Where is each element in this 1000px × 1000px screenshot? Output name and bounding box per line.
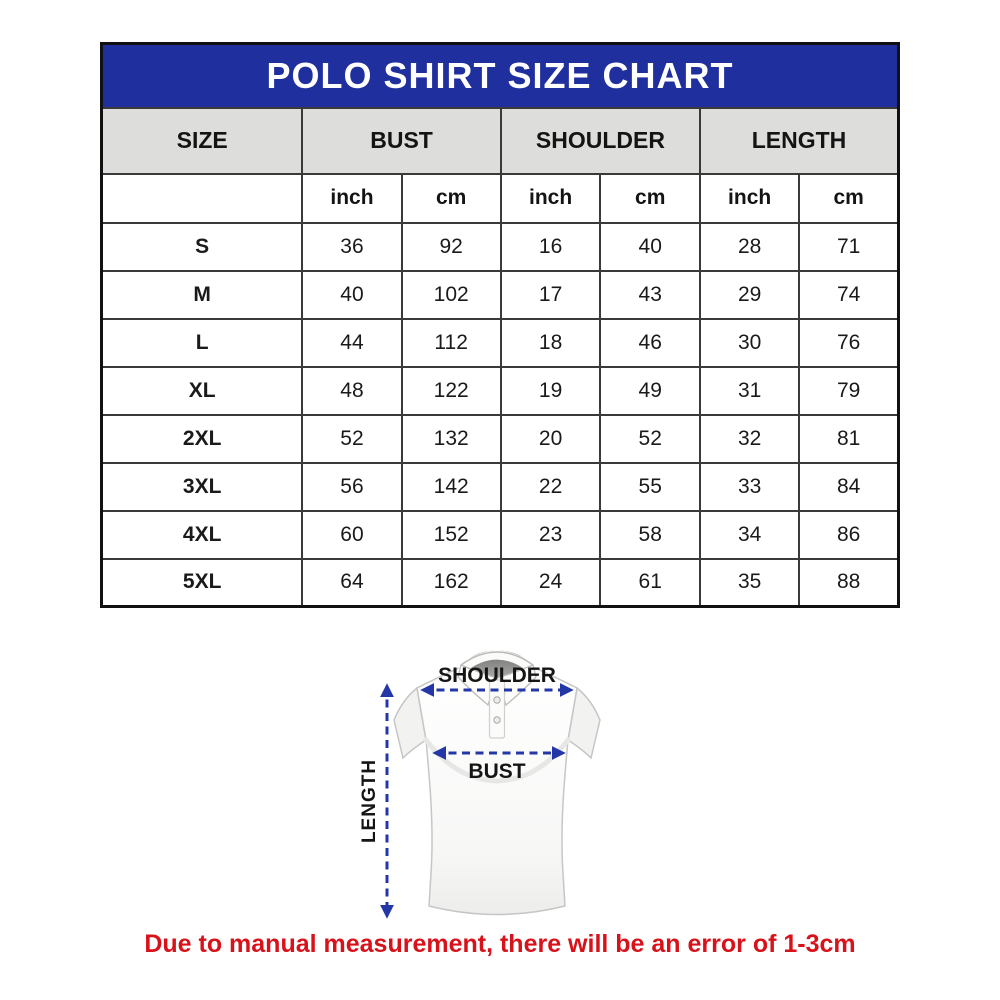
size-label: M	[100, 269, 304, 320]
shoulder-inch-value: 20	[499, 413, 602, 464]
column-header-size: SIZE	[100, 106, 304, 175]
length-arrow-label: LENGTH	[359, 759, 380, 843]
bust-inch-value: 60	[301, 509, 403, 560]
length-cm-value: 81	[798, 413, 900, 464]
size-label: L	[100, 317, 304, 368]
bust-arrow-label: BUST	[468, 760, 525, 783]
shoulder-cm-value: 52	[599, 413, 702, 464]
shoulder-inch-value: 23	[499, 509, 602, 560]
length-inch-value: 32	[699, 413, 801, 464]
length-cm-value: 71	[798, 221, 900, 272]
bust-cm-value: 92	[400, 221, 502, 272]
table-row: L 44 112 18 46 30 76	[100, 317, 900, 368]
bust-inch-value: 40	[301, 269, 403, 320]
size-chart-table: POLO SHIRT SIZE CHART SIZE BUST SHOULDER…	[100, 42, 900, 608]
size-chart-section: POLO SHIRT SIZE CHART SIZE BUST SHOULDER…	[100, 42, 900, 608]
size-label: 3XL	[100, 461, 304, 512]
length-inch-value: 30	[699, 317, 801, 368]
length-cm-value: 84	[798, 461, 900, 512]
unit-header-bust-cm: cm	[400, 172, 502, 224]
bust-inch-value: 56	[301, 461, 403, 512]
shoulder-inch-value: 17	[499, 269, 602, 320]
unit-header-row: inch cm inch cm inch cm	[100, 172, 900, 224]
size-label: S	[100, 221, 304, 272]
unit-header-shoulder-cm: cm	[599, 172, 702, 224]
shoulder-cm-value: 40	[599, 221, 702, 272]
measurement-disclaimer: Due to manual measurement, there will be…	[144, 930, 856, 958]
shirt-sleeves	[393, 686, 601, 760]
empty-cell	[100, 172, 304, 224]
length-inch-value: 35	[699, 557, 801, 608]
column-group-row: SIZE BUST SHOULDER LENGTH	[100, 106, 900, 175]
shoulder-inch-value: 18	[499, 317, 602, 368]
size-label: 5XL	[100, 557, 304, 608]
unit-header-length-inch: inch	[699, 172, 801, 224]
title-row: POLO SHIRT SIZE CHART	[100, 42, 900, 109]
table-row: 4XL 60 152 23 58 34 86	[100, 509, 900, 560]
table-row: 5XL 64 162 24 61 35 88	[100, 557, 900, 608]
shoulder-arrow-label: SHOULDER	[438, 664, 556, 687]
unit-header-shoulder-inch: inch	[499, 172, 602, 224]
size-label: XL	[100, 365, 304, 416]
size-label: 2XL	[100, 413, 304, 464]
length-inch-value: 29	[699, 269, 801, 320]
bust-cm-value: 102	[400, 269, 502, 320]
unit-header-bust-inch: inch	[301, 172, 403, 224]
shoulder-inch-value: 16	[499, 221, 602, 272]
bust-inch-value: 52	[301, 413, 403, 464]
column-header-shoulder: SHOULDER	[499, 106, 702, 175]
measurement-diagram: SHOULDER BUST LENGTH	[337, 628, 677, 938]
length-inch-value: 28	[699, 221, 801, 272]
table-row: 3XL 56 142 22 55 33 84	[100, 461, 900, 512]
bust-inch-value: 48	[301, 365, 403, 416]
shoulder-cm-value: 61	[599, 557, 702, 608]
length-cm-value: 74	[798, 269, 900, 320]
bust-cm-value: 152	[400, 509, 502, 560]
bust-cm-value: 142	[400, 461, 502, 512]
length-cm-value: 76	[798, 317, 900, 368]
table-row: S 36 92 16 40 28 71	[100, 221, 900, 272]
shoulder-inch-value: 19	[499, 365, 602, 416]
shoulder-cm-value: 46	[599, 317, 702, 368]
shoulder-cm-value: 49	[599, 365, 702, 416]
shoulder-cm-value: 43	[599, 269, 702, 320]
size-label: 4XL	[100, 509, 304, 560]
length-inch-value: 33	[699, 461, 801, 512]
length-inch-value: 34	[699, 509, 801, 560]
bust-inch-value: 36	[301, 221, 403, 272]
shoulder-cm-value: 55	[599, 461, 702, 512]
polo-shirt-illustration: SHOULDER BUST LENGTH	[359, 650, 601, 919]
length-cm-value: 86	[798, 509, 900, 560]
bust-cm-value: 112	[400, 317, 502, 368]
shoulder-inch-value: 24	[499, 557, 602, 608]
button-icon	[493, 716, 501, 724]
bust-inch-value: 64	[301, 557, 403, 608]
unit-header-length-cm: cm	[798, 172, 900, 224]
bust-cm-value: 162	[400, 557, 502, 608]
table-row: M 40 102 17 43 29 74	[100, 269, 900, 320]
length-inch-value: 31	[699, 365, 801, 416]
shoulder-cm-value: 58	[599, 509, 702, 560]
bust-inch-value: 44	[301, 317, 403, 368]
button-icon	[493, 696, 501, 704]
bust-cm-value: 132	[400, 413, 502, 464]
bust-cm-value: 122	[400, 365, 502, 416]
table-row: 2XL 52 132 20 52 32 81	[100, 413, 900, 464]
length-cm-value: 88	[798, 557, 900, 608]
shoulder-inch-value: 22	[499, 461, 602, 512]
length-cm-value: 79	[798, 365, 900, 416]
page-title: POLO SHIRT SIZE CHART	[100, 42, 900, 109]
column-header-bust: BUST	[301, 106, 502, 175]
table-row: XL 48 122 19 49 31 79	[100, 365, 900, 416]
column-header-length: LENGTH	[699, 106, 900, 175]
